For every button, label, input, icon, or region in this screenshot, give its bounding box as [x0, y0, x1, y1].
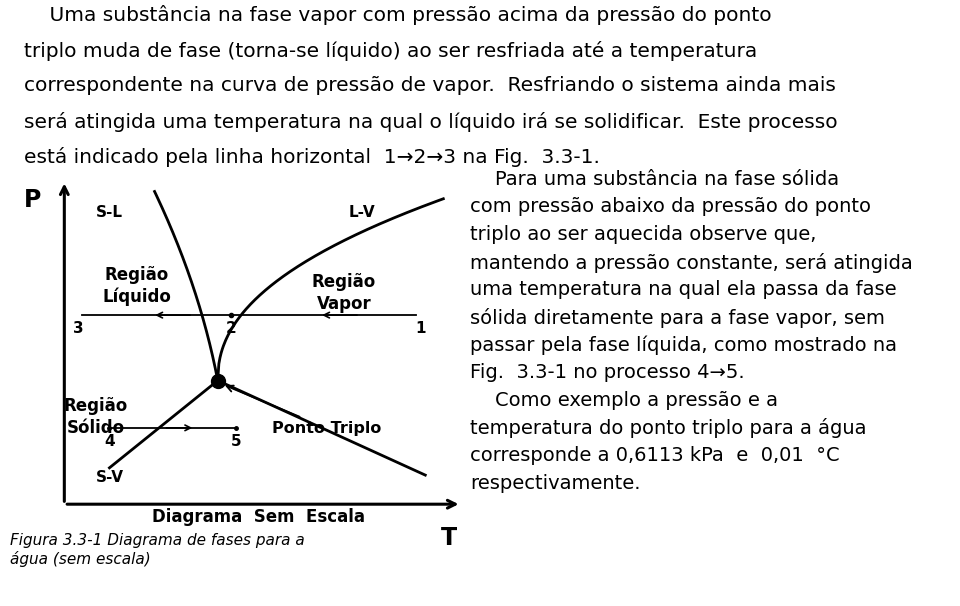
Text: respectivamente.: respectivamente.: [470, 474, 641, 493]
Text: Uma substância na fase vapor com pressão acima da pressão do ponto: Uma substância na fase vapor com pressão…: [24, 5, 772, 25]
Text: triplo ao ser aquecida observe que,: triplo ao ser aquecida observe que,: [470, 225, 817, 244]
Text: 5: 5: [230, 434, 241, 449]
Text: sólida diretamente para a fase vapor, sem: sólida diretamente para a fase vapor, se…: [470, 308, 885, 328]
Text: S-V: S-V: [95, 470, 124, 485]
Text: uma temperatura na qual ela passa da fase: uma temperatura na qual ela passa da fas…: [470, 280, 897, 299]
Text: 3: 3: [73, 321, 84, 336]
Text: está indicado pela linha horizontal  1→2→3 na Fig.  3.3-1.: está indicado pela linha horizontal 1→2→…: [24, 147, 600, 167]
Text: S-L: S-L: [96, 205, 123, 220]
Text: mantendo a pressão constante, será atingida: mantendo a pressão constante, será ating…: [470, 253, 913, 273]
Text: correspondente na curva de pressão de vapor.  Resfriando o sistema ainda mais: correspondente na curva de pressão de va…: [24, 76, 836, 95]
Text: com pressão abaixo da pressão do ponto: com pressão abaixo da pressão do ponto: [470, 198, 872, 216]
Text: T: T: [441, 526, 457, 550]
Text: Região
Sólido: Região Sólido: [63, 397, 128, 437]
Text: Como exemplo a pressão e a: Como exemplo a pressão e a: [470, 391, 779, 410]
Text: temperatura do ponto triplo para a água: temperatura do ponto triplo para a água: [470, 418, 867, 438]
Text: Figura 3.3-1 Diagrama de fases para a
água (sem escala): Figura 3.3-1 Diagrama de fases para a ág…: [10, 533, 304, 567]
Text: Para uma substância na fase sólida: Para uma substância na fase sólida: [470, 170, 840, 188]
Text: Diagrama  Sem  Escala: Diagrama Sem Escala: [152, 508, 365, 526]
Text: 4: 4: [104, 434, 115, 449]
Text: Região
Vapor: Região Vapor: [312, 273, 376, 313]
Text: passar pela fase líquida, como mostrado na: passar pela fase líquida, como mostrado …: [470, 336, 898, 355]
Text: será atingida uma temperatura na qual o líquido irá se solidificar.  Este proces: será atingida uma temperatura na qual o …: [24, 112, 838, 132]
Text: P: P: [24, 188, 41, 212]
Text: Ponto Triplo: Ponto Triplo: [227, 385, 381, 436]
Text: Região
Líquido: Região Líquido: [102, 265, 171, 307]
Text: corresponde a 0,6113 kPa  e  0,01  °C: corresponde a 0,6113 kPa e 0,01 °C: [470, 446, 840, 465]
Text: Fig.  3.3-1 no processo 4→5.: Fig. 3.3-1 no processo 4→5.: [470, 363, 745, 382]
Text: 1: 1: [416, 321, 426, 336]
Text: triplo muda de fase (torna-se líquido) ao ser resfriada até a temperatura: triplo muda de fase (torna-se líquido) a…: [24, 41, 757, 61]
Text: 2: 2: [226, 321, 236, 336]
Text: L-V: L-V: [348, 205, 375, 220]
